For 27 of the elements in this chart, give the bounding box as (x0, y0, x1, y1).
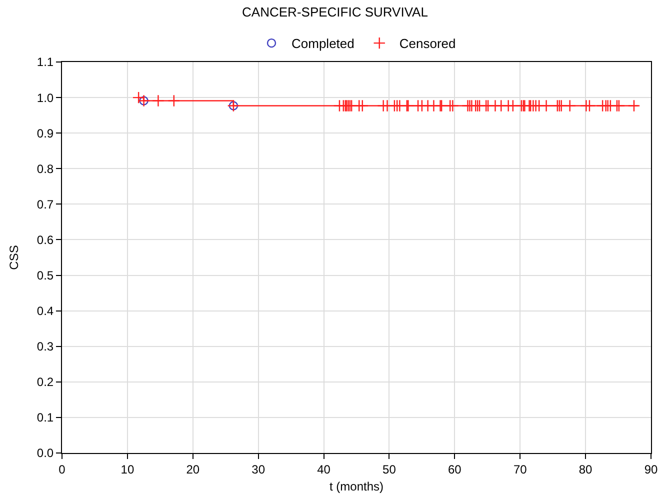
y-axis-title: CSS (7, 245, 22, 270)
y-tick-label: 0.7 (36, 197, 54, 212)
y-tick-label: 0.3 (36, 340, 54, 354)
y-tick-label: 0.5 (36, 268, 54, 282)
y-tick-label: 0.9 (36, 126, 54, 140)
x-tick-label: 80 (578, 462, 593, 476)
x-tick-label: 20 (186, 462, 200, 476)
x-axis-title: t (months) (329, 479, 384, 494)
x-tick-label: 70 (513, 462, 528, 476)
x-tick-label: 10 (120, 462, 134, 476)
y-tick-label: 0.2 (36, 375, 54, 390)
chart-title: CANCER-SPECIFIC SURVIVAL (242, 4, 428, 20)
legend-label: Censored (399, 36, 456, 52)
x-tick-label: 30 (252, 462, 266, 476)
y-tick-label: 0.0 (36, 446, 54, 460)
y-tick-label: 1.0 (36, 90, 54, 105)
y-tick-label: 0.8 (36, 162, 54, 176)
x-tick-label: 60 (448, 462, 462, 476)
x-tick-label: 50 (382, 462, 396, 476)
y-tick-label: 0.1 (36, 410, 54, 425)
x-tick-label: 0 (58, 462, 66, 476)
legend-label: Completed (292, 36, 354, 52)
x-tick-label: 90 (644, 462, 658, 476)
y-tick-label: 1.1 (36, 55, 54, 70)
y-tick-label: 0.6 (36, 232, 54, 247)
y-tick-label: 0.4 (36, 304, 54, 318)
x-tick-label: 40 (317, 462, 331, 476)
